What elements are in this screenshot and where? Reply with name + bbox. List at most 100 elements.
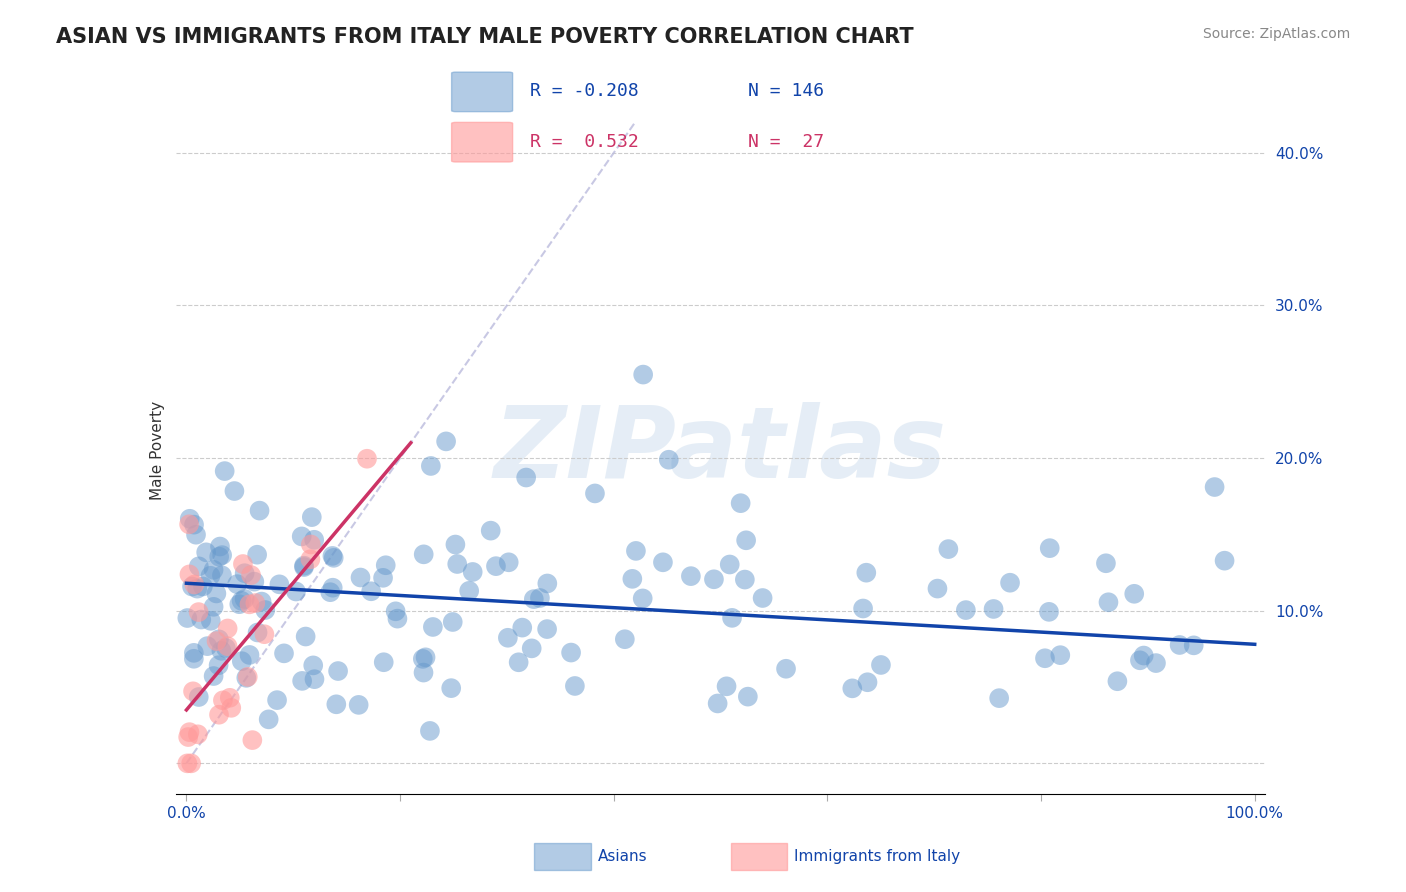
- Point: [292, 560, 315, 574]
- Point: [412, 665, 434, 680]
- Point: [751, 591, 773, 605]
- Point: [181, 684, 204, 698]
- Point: [349, 570, 371, 584]
- Point: [209, 644, 232, 658]
- Point: [387, 612, 409, 626]
- Point: [624, 544, 647, 558]
- Point: [187, 727, 209, 741]
- Point: [208, 707, 231, 722]
- Point: [384, 604, 406, 618]
- Point: [224, 483, 246, 498]
- Point: [1144, 656, 1167, 670]
- Point: [238, 598, 260, 612]
- Point: [496, 631, 519, 645]
- Text: R = -0.208: R = -0.208: [530, 82, 638, 100]
- Point: [373, 655, 395, 669]
- Point: [190, 613, 212, 627]
- Point: [870, 657, 893, 672]
- Point: [205, 634, 228, 648]
- Point: [187, 559, 209, 574]
- Point: [253, 627, 276, 641]
- Point: [176, 611, 198, 625]
- Point: [356, 451, 378, 466]
- Point: [1107, 674, 1129, 689]
- Point: [1038, 605, 1060, 619]
- Point: [1097, 595, 1119, 609]
- Point: [233, 592, 256, 607]
- Point: [621, 572, 644, 586]
- Point: [461, 565, 484, 579]
- Point: [186, 582, 208, 596]
- Point: [415, 650, 437, 665]
- Point: [523, 592, 546, 607]
- Point: [238, 648, 260, 662]
- Point: [285, 584, 308, 599]
- Point: [235, 671, 257, 685]
- Text: Asians: Asians: [598, 849, 647, 863]
- Point: [422, 620, 444, 634]
- Point: [240, 733, 263, 747]
- Point: [371, 571, 394, 585]
- Point: [520, 641, 543, 656]
- Point: [444, 537, 467, 551]
- Point: [852, 601, 875, 615]
- Point: [1213, 554, 1236, 568]
- Point: [179, 567, 201, 582]
- Point: [560, 646, 582, 660]
- Point: [1132, 648, 1154, 663]
- FancyBboxPatch shape: [451, 122, 513, 162]
- FancyBboxPatch shape: [451, 72, 513, 112]
- Point: [180, 756, 202, 771]
- Point: [202, 669, 225, 683]
- Point: [737, 690, 759, 704]
- Point: [718, 558, 741, 572]
- Point: [1129, 653, 1152, 667]
- Point: [246, 625, 269, 640]
- Point: [231, 654, 253, 668]
- Point: [1049, 648, 1071, 662]
- Point: [326, 664, 349, 678]
- Point: [257, 712, 280, 726]
- Point: [440, 681, 463, 695]
- Point: [208, 549, 231, 564]
- Point: [211, 568, 233, 582]
- Point: [240, 568, 263, 582]
- Point: [721, 611, 744, 625]
- Point: [955, 603, 977, 617]
- Point: [485, 559, 508, 574]
- Point: [243, 574, 266, 589]
- Point: [183, 517, 205, 532]
- Point: [1168, 638, 1191, 652]
- Point: [322, 550, 344, 565]
- Point: [775, 662, 797, 676]
- Point: [1204, 480, 1226, 494]
- Point: [631, 591, 654, 606]
- Point: [299, 552, 322, 566]
- Point: [508, 655, 530, 669]
- Point: [214, 464, 236, 478]
- Point: [177, 517, 200, 532]
- Point: [412, 652, 434, 666]
- Point: [187, 605, 209, 619]
- Text: ASIAN VS IMMIGRANTS FROM ITALY MALE POVERTY CORRELATION CHART: ASIAN VS IMMIGRANTS FROM ITALY MALE POVE…: [56, 27, 914, 46]
- Point: [938, 542, 960, 557]
- Point: [510, 621, 533, 635]
- Point: [226, 577, 249, 591]
- Point: [205, 586, 228, 600]
- Point: [291, 529, 314, 543]
- Point: [208, 540, 231, 554]
- Point: [254, 603, 277, 617]
- Text: N = 146: N = 146: [748, 82, 824, 100]
- Point: [927, 582, 949, 596]
- Point: [249, 503, 271, 517]
- Point: [250, 594, 273, 608]
- Point: [419, 723, 441, 738]
- Point: [735, 533, 758, 548]
- Point: [855, 566, 877, 580]
- Point: [195, 545, 218, 559]
- Point: [1182, 638, 1205, 652]
- Point: [716, 679, 738, 693]
- Point: [211, 548, 233, 562]
- Point: [228, 597, 250, 611]
- Point: [631, 368, 654, 382]
